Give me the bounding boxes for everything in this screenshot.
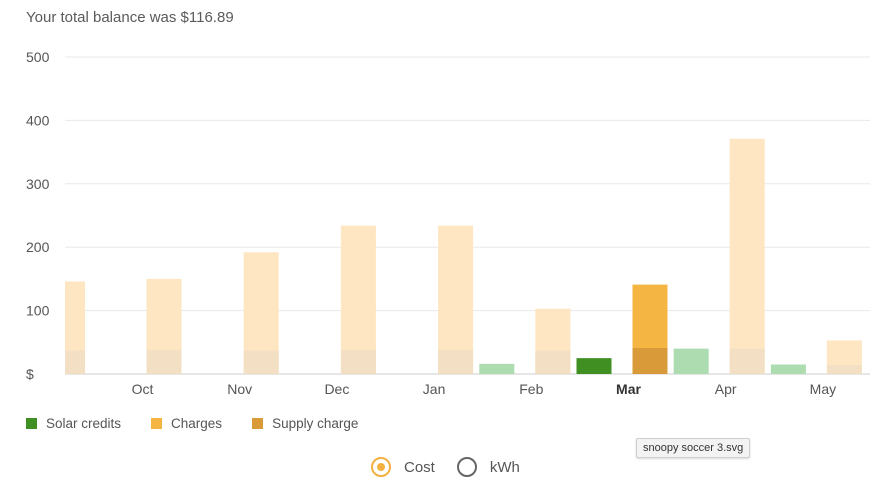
bar-supply-may [826, 365, 862, 374]
chart-legend: Solar credits Charges Supply charge [26, 416, 388, 431]
bar-supply-oct [146, 349, 182, 374]
x-tick-label-apr: Apr [715, 381, 737, 397]
legend-item-supply-charge: Supply charge [252, 416, 358, 431]
bar-supply-sep [65, 350, 85, 374]
legend-item-solar-credits: Solar credits [26, 416, 121, 431]
x-tick-label-feb: Feb [519, 381, 543, 397]
bar-solar-mar [576, 358, 612, 374]
y-tick-label-100: 100 [26, 303, 50, 319]
legend-label-solar-credits: Solar credits [46, 416, 122, 431]
legend-label-charges: Charges [171, 416, 223, 431]
bar-supply-apr [729, 348, 765, 374]
legend-label-supply-charge: Supply charge [272, 416, 359, 431]
total-balance-text: Your total balance was $116.89 [26, 9, 234, 26]
cost-radio[interactable]: Cost [371, 457, 435, 477]
x-tick-label-oct: Oct [132, 381, 154, 397]
x-tick-label-jan: Jan [423, 381, 446, 397]
bar-supply-dec [340, 349, 376, 374]
bar-solar-may [770, 364, 806, 374]
kwh-radio[interactable]: kWh [456, 457, 520, 477]
unit-toggle: Cost kWh [371, 457, 542, 477]
x-tick-label-nov: Nov [227, 381, 252, 397]
x-tick-label-dec: Dec [324, 381, 349, 397]
bar-solar-apr [673, 348, 709, 374]
monthly-cost-chart: $100 200 300 400 500 Oct Nov Dec Jan Feb Mar Apr May [26, 49, 870, 397]
legend-swatch-supply-charge [252, 418, 264, 429]
y-tick-label-400: 400 [26, 112, 50, 128]
x-tick-label-mar: Mar [616, 381, 641, 397]
bar-charges-dec [340, 225, 376, 374]
legend-swatch-charges [151, 418, 163, 429]
y-tick-label-300: 300 [26, 176, 50, 192]
bar-charges-jan [438, 225, 474, 374]
bar-supply-nov [243, 350, 279, 374]
bar-charges-apr [729, 138, 765, 374]
bar-solar-feb [479, 363, 515, 374]
bar-supply-mar [632, 348, 668, 374]
y-tick-label-500: 500 [26, 49, 50, 65]
kwh-radio-button[interactable] [456, 457, 477, 477]
y-tick-label-0: $ [26, 366, 34, 382]
x-tick-label-may: May [810, 381, 836, 397]
bar-supply-feb [535, 350, 571, 374]
y-tick-label-200: 200 [26, 239, 50, 255]
legend-item-charges: Charges [151, 416, 222, 431]
kwh-radio-label: kWh [489, 458, 520, 476]
cost-radio-button[interactable] [371, 457, 391, 477]
cost-radio-label: Cost [404, 458, 435, 476]
file-tooltip: snoopy soccer 3.svg [636, 438, 751, 458]
bar-supply-jan [438, 349, 474, 374]
legend-swatch-solar-credits [26, 418, 37, 429]
